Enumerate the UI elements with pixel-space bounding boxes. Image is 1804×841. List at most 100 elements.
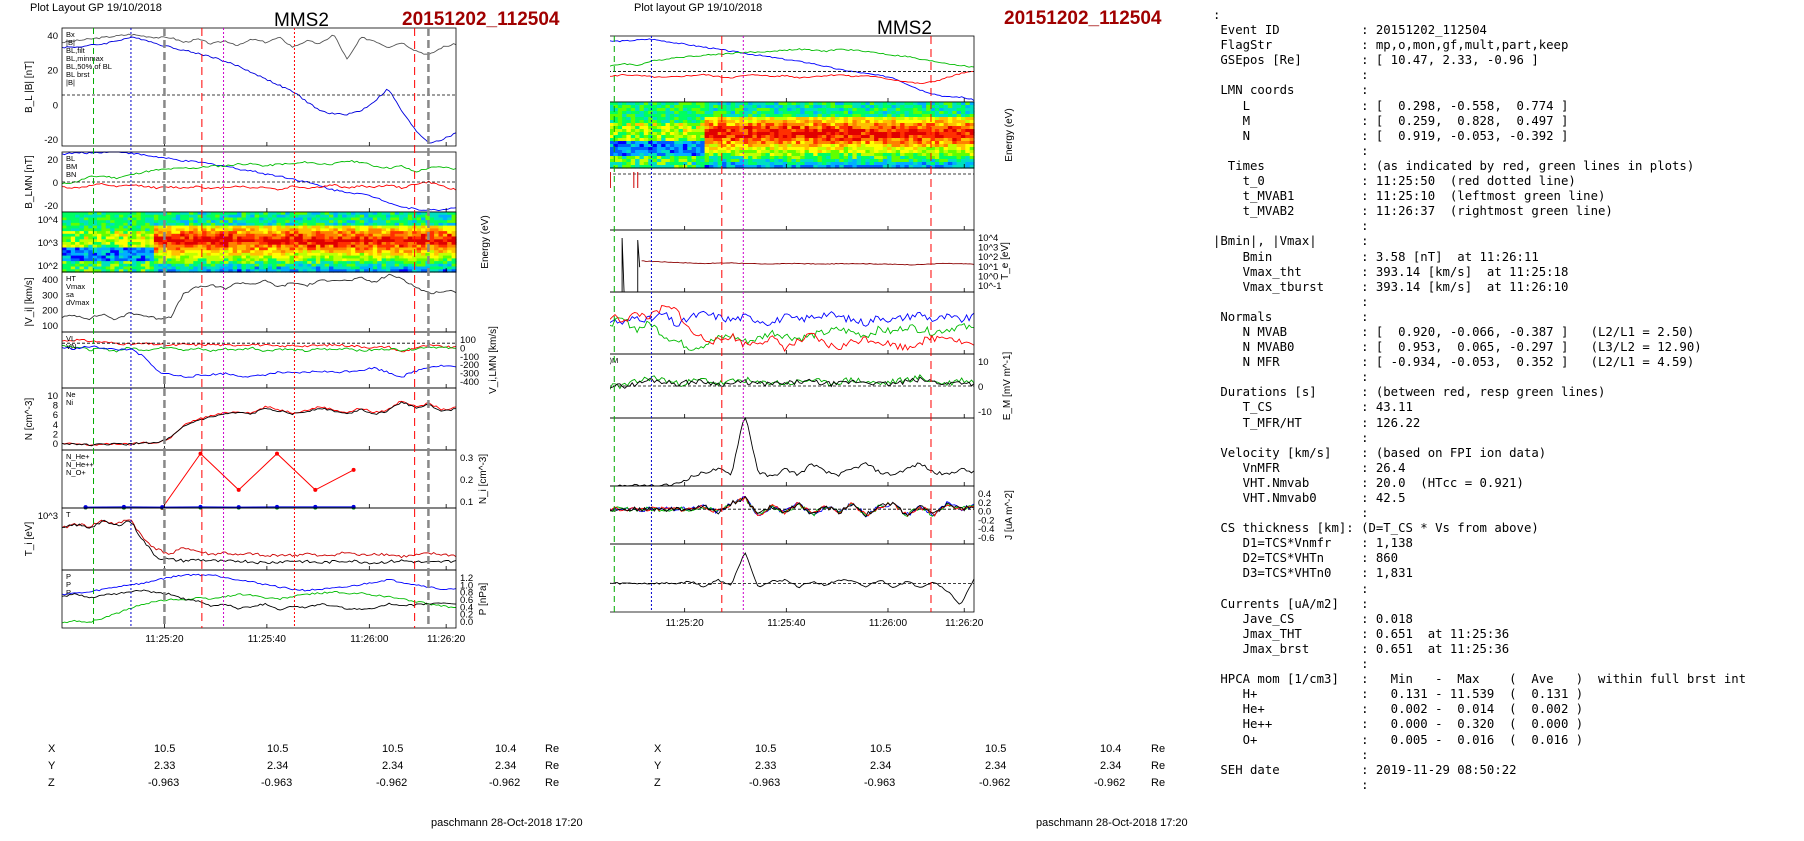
- spectrogram-cell: [648, 126, 654, 130]
- spectrogram-cell: [105, 233, 111, 238]
- spectrogram-cell: [826, 108, 832, 112]
- spectrogram-cell: [808, 141, 814, 145]
- spectrogram-cell: [136, 225, 142, 229]
- spectrogram-cell: [961, 159, 966, 163]
- spectrogram-cell: [934, 144, 940, 148]
- spectrogram-cell: [617, 144, 623, 148]
- spectrogram-cell: [817, 135, 823, 139]
- spectrogram-cell: [669, 105, 675, 109]
- spectrogram-cell: [826, 147, 832, 151]
- spectrogram-cell: [795, 129, 801, 133]
- spectrogram-cell: [153, 261, 159, 265]
- spectrogram-cell: [813, 123, 819, 127]
- spectrogram-cell: [678, 135, 684, 139]
- spectrogram-cell: [691, 153, 697, 157]
- spectrogram-cell: [722, 111, 727, 115]
- spectrogram-cell: [730, 147, 736, 151]
- spectrogram-cell: [123, 217, 129, 221]
- spectrogram-cell: [795, 162, 801, 166]
- spectrogram-cell: [206, 233, 212, 238]
- spectrogram-cell: [613, 162, 619, 166]
- spectrogram-cell: [843, 153, 849, 157]
- spectrogram-cell: [930, 156, 936, 160]
- spectrogram-cell: [224, 258, 229, 262]
- spectrogram-cell: [307, 244, 313, 248]
- spectrogram-cell: [407, 217, 413, 221]
- spectrogram-cell: [197, 228, 203, 232]
- spectrogram-cell: [184, 255, 190, 259]
- spectrogram-cell: [613, 108, 619, 112]
- spectrogram-cell: [145, 214, 151, 218]
- spectrogram-cell: [656, 165, 662, 169]
- spectrogram-cell: [114, 231, 120, 235]
- spectrogram-cell: [874, 102, 879, 106]
- spectrogram-cell: [904, 138, 910, 142]
- spectrogram-cell: [364, 247, 370, 251]
- spectrogram-cell: [438, 212, 444, 216]
- spectrogram-cell: [722, 108, 727, 112]
- spectrogram-cell: [739, 129, 745, 133]
- spectrogram-cell: [429, 244, 435, 248]
- spectrogram-cell: [167, 236, 173, 240]
- spectrogram-cell: [934, 156, 940, 160]
- spectrogram-cell: [350, 228, 356, 232]
- spectrogram-cell: [726, 144, 732, 148]
- panel: 1050-5-10E_LMN [mV m^-1]ELEMEN: [610, 291, 975, 355]
- spectrogram-cell: [669, 144, 675, 148]
- spectrogram-cell: [403, 269, 409, 273]
- spectrogram-cell: [202, 220, 208, 224]
- spectrogram-cell: [434, 225, 440, 229]
- spectrogram-cell: [700, 141, 706, 145]
- spectrogram-cell: [904, 153, 910, 157]
- spectrogram-cell: [722, 126, 727, 130]
- spectrogram-cell: [215, 255, 221, 259]
- spectrogram-cell: [843, 114, 849, 118]
- spectrogram-cell: [882, 117, 888, 121]
- spectrogram-cell: [272, 233, 278, 238]
- spectrogram-cell: [752, 105, 758, 109]
- spectrogram-cell: [843, 120, 849, 124]
- spectrogram-cell: [874, 150, 879, 154]
- spectrogram-cell: [254, 252, 260, 257]
- spectrogram-cell: [765, 138, 771, 142]
- spectrogram-cell: [416, 242, 422, 246]
- spectrogram-cell: [674, 126, 680, 130]
- spectrogram-cell: [787, 102, 793, 106]
- spectrogram-cell: [175, 250, 181, 254]
- spectrogram-cell: [355, 236, 361, 240]
- tick-label: 0.2: [460, 475, 473, 486]
- spectrogram-cell: [75, 220, 81, 224]
- spectrogram-cell: [451, 258, 457, 262]
- spectrogram-cell: [189, 239, 194, 243]
- spectrogram-cell: [70, 220, 76, 224]
- spectrogram-cell: [346, 255, 352, 259]
- spectrogram-cell: [114, 258, 120, 262]
- spectrogram-cell: [756, 114, 762, 118]
- spectrogram-cell: [639, 165, 645, 169]
- spectrogram-cell: [280, 231, 286, 235]
- spectrogram-cell: [687, 144, 693, 148]
- spectrogram-cell: [167, 250, 173, 254]
- coord-cell: 10.4: [1100, 743, 1122, 755]
- spectrogram-cell: [730, 144, 736, 148]
- spectrogram-cell: [399, 244, 405, 248]
- spectrogram-cell: [267, 258, 273, 262]
- spectrogram-cell: [900, 141, 905, 145]
- spectrogram-cell: [438, 231, 444, 235]
- spectrogram-cell: [917, 123, 923, 127]
- spectrogram-cell: [713, 144, 719, 148]
- spectrogram-cell: [691, 147, 697, 151]
- spectrogram-cell: [114, 269, 120, 273]
- spectrogram-cell: [364, 233, 370, 238]
- spectrogram-cell: [442, 266, 448, 270]
- spectrogram-cell: [110, 217, 116, 221]
- spectrogram-cell: [717, 132, 723, 136]
- spectrogram-cell: [661, 129, 667, 133]
- spectrogram-cell: [943, 165, 949, 169]
- coord-cell: 10.4: [495, 743, 517, 755]
- spectrogram-cell: [856, 138, 862, 142]
- spectrogram-cell: [739, 141, 745, 145]
- spectrogram-cell: [891, 123, 897, 127]
- spectrogram-cell: [451, 266, 457, 270]
